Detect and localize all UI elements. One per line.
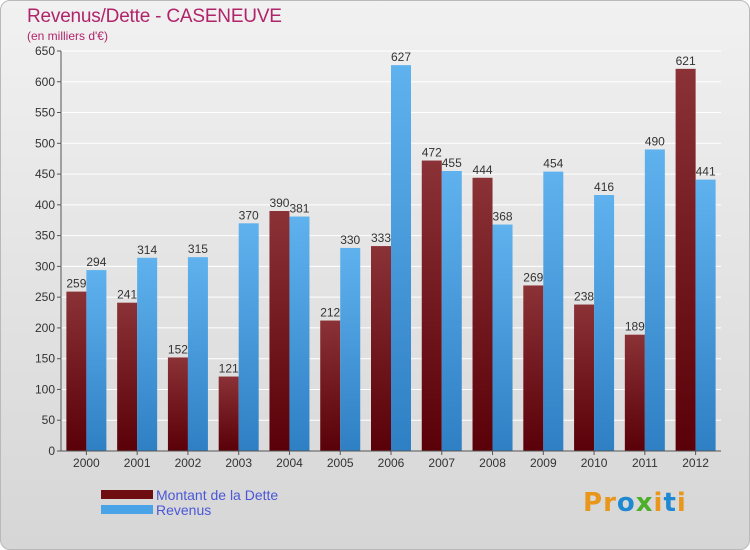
chart-title: Revenus/Dette - CASENEUVE — [27, 6, 282, 27]
data-label: 441 — [696, 165, 716, 179]
x-tick-label: 2000 — [73, 456, 100, 470]
legend-label-dette: Montant de la Dette — [156, 487, 279, 503]
bars — [66, 65, 716, 452]
data-label: 490 — [645, 134, 665, 148]
x-tick-label: 2010 — [581, 456, 608, 470]
data-label: 269 — [523, 270, 543, 284]
bar-revenus — [340, 247, 361, 451]
data-label: 621 — [676, 54, 696, 68]
data-label: 370 — [239, 208, 259, 222]
proxiti-logo: Proxiti — [583, 488, 693, 524]
y-tick-label: 0 — [48, 444, 55, 458]
data-label: 390 — [269, 196, 289, 210]
y-tick-label: 550 — [35, 106, 55, 120]
bar-revenus — [289, 216, 310, 451]
bar-revenus — [543, 171, 564, 451]
bar-dette — [472, 177, 493, 451]
data-label: 454 — [543, 157, 563, 171]
bar-dette — [523, 285, 544, 451]
bar-revenus — [644, 149, 665, 451]
data-label: 152 — [168, 342, 188, 356]
bar-revenus — [187, 257, 208, 451]
x-tick-label: 2012 — [682, 456, 709, 470]
bar-dette — [421, 160, 442, 452]
data-label: 444 — [473, 163, 493, 177]
bar-dette — [167, 357, 188, 451]
bar-revenus — [492, 224, 513, 451]
bar-revenus — [137, 257, 158, 451]
logo-letter: i — [676, 488, 687, 518]
bar-dette — [371, 246, 391, 451]
legend-label-revenus: Revenus — [156, 502, 212, 518]
y-tick-label: 500 — [35, 136, 55, 150]
logo-letter: i — [653, 488, 664, 518]
bar-revenus — [86, 270, 107, 451]
data-label: 315 — [188, 242, 208, 256]
x-tick-label: 2008 — [479, 456, 506, 470]
x-tick-label: 2004 — [276, 456, 303, 470]
data-label: 314 — [137, 243, 157, 257]
y-tick-label: 200 — [35, 321, 55, 335]
legend-swatch-revenus — [101, 505, 153, 514]
y-tick-label: 350 — [35, 229, 55, 243]
bar-revenus — [594, 195, 615, 451]
bar-dette — [269, 211, 290, 451]
data-label: 121 — [219, 362, 239, 376]
y-tick-label: 650 — [35, 44, 55, 58]
y-tick-label: 600 — [35, 75, 55, 89]
bar-revenus — [238, 223, 259, 451]
x-tick-label: 2006 — [378, 456, 405, 470]
logo-letter: o — [616, 488, 636, 518]
y-tick-label: 400 — [35, 198, 55, 212]
data-label: 333 — [371, 231, 391, 245]
x-tick-label: 2011 — [632, 456, 658, 470]
y-tick-label: 450 — [35, 167, 55, 181]
data-label: 330 — [340, 233, 360, 247]
bar-revenus — [695, 179, 716, 451]
data-label: 627 — [391, 50, 411, 64]
y-tick-label: 250 — [35, 290, 55, 304]
data-label: 455 — [442, 156, 462, 170]
logo-letter: x — [635, 488, 654, 518]
bar-dette — [624, 334, 645, 451]
data-label: 241 — [117, 288, 137, 302]
data-label: 381 — [289, 202, 309, 216]
bar-dette — [117, 302, 138, 451]
data-label: 212 — [320, 306, 340, 320]
chart-subtitle: (en milliers d'€) — [27, 29, 108, 43]
bar-dette — [320, 320, 341, 451]
x-tick-label: 2007 — [428, 456, 455, 470]
bar-dette — [675, 68, 696, 451]
data-label: 368 — [493, 210, 513, 224]
y-tick-label: 300 — [35, 259, 55, 273]
x-tick-label: 2003 — [225, 456, 252, 470]
x-tick-label: 2001 — [124, 456, 151, 470]
y-tick-label: 50 — [42, 413, 56, 427]
data-label: 472 — [422, 146, 442, 160]
y-tick-label: 150 — [35, 352, 55, 366]
bar-revenus — [441, 171, 462, 451]
legend-swatch-dette — [101, 490, 153, 499]
x-tick-label: 2009 — [530, 456, 557, 470]
bar-revenus — [391, 65, 411, 452]
data-label: 416 — [594, 180, 614, 194]
data-label: 189 — [625, 320, 645, 334]
logo-letter: r — [603, 488, 617, 518]
bar-dette — [218, 376, 239, 451]
x-tick-label: 2005 — [327, 456, 354, 470]
bar-dette — [66, 291, 87, 451]
y-tick-label: 100 — [35, 382, 55, 396]
logo-letter: t — [663, 488, 677, 518]
x-tick-label: 2002 — [175, 456, 202, 470]
data-label: 238 — [574, 290, 594, 304]
logo-letter: P — [583, 488, 604, 518]
bar-dette — [574, 304, 595, 451]
data-label: 294 — [86, 255, 106, 269]
axes: 0 50 100 150 200 250 300 350 400 450 500 550 600 650 2… — [35, 44, 721, 470]
data-label: 259 — [66, 277, 86, 291]
